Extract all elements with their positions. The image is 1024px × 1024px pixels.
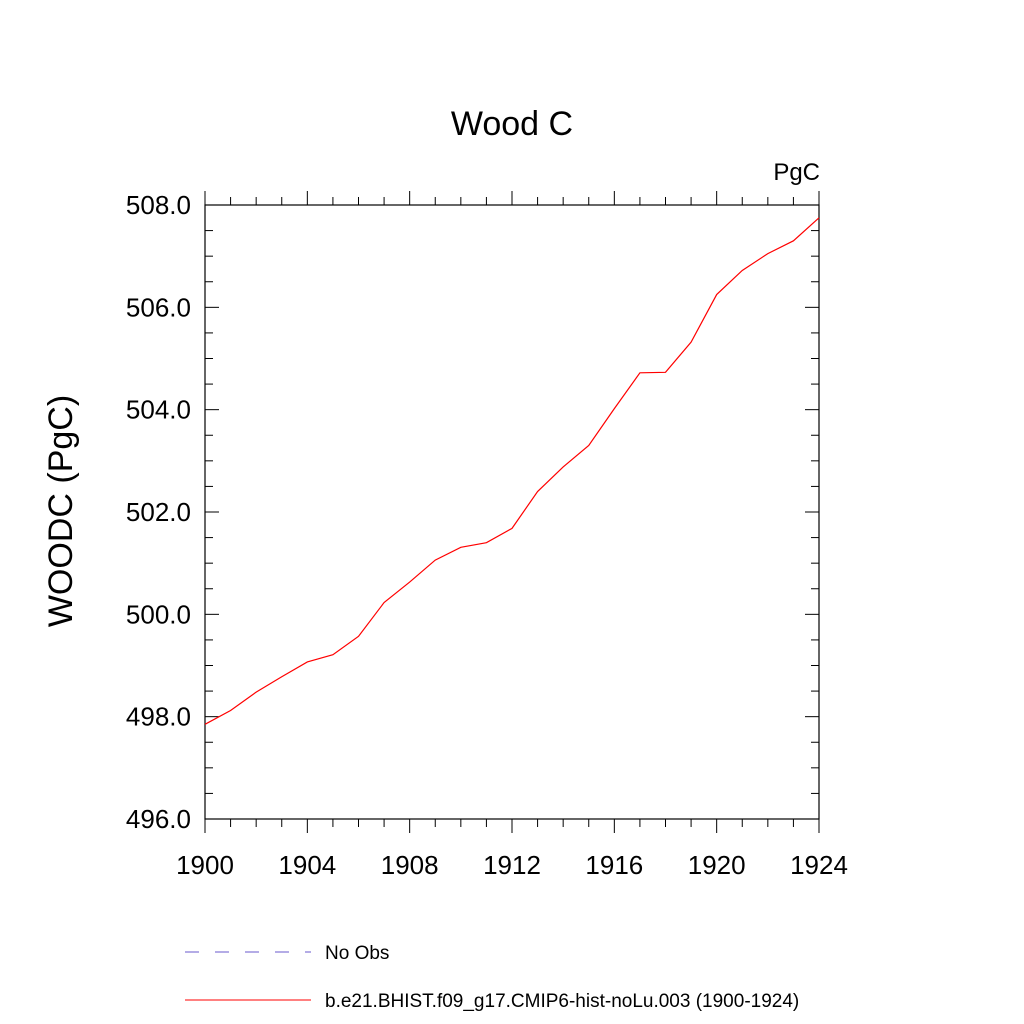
x-tick-label: 1912 xyxy=(483,850,541,880)
series-line xyxy=(204,217,820,725)
x-tick-label: 1924 xyxy=(790,850,848,880)
x-tick-label: 1904 xyxy=(278,850,336,880)
y-tick-label: 502.0 xyxy=(126,497,191,527)
units-label: PgC xyxy=(773,159,820,186)
y-tick-label: 498.0 xyxy=(126,702,191,732)
chart-title: Wood C xyxy=(451,105,573,143)
axis-ticks xyxy=(204,191,820,833)
y-tick-label: 504.0 xyxy=(126,395,191,425)
legend-label: No Obs xyxy=(325,943,389,964)
legend-label: b.e21.BHIST.f09_g17.CMIP6-hist-noLu.003 … xyxy=(325,991,799,1012)
x-tick-label: 1908 xyxy=(381,850,439,880)
axis-tick-labels: 1900 1904 1908 1912 1916 1920 1924 496.0 498.0 50… xyxy=(126,190,848,880)
plot-frame xyxy=(204,204,820,820)
x-tick-label: 1900 xyxy=(176,850,234,880)
series-group xyxy=(204,217,820,725)
x-tick-label: 1916 xyxy=(585,850,643,880)
y-axis-label: WOODC (PgC) xyxy=(42,395,80,627)
y-tick-label: 506.0 xyxy=(126,292,191,322)
x-tick-label: 1920 xyxy=(688,850,746,880)
y-tick-label: 500.0 xyxy=(126,599,191,629)
legend: No Obs b.e21.BHIST.f09_g17.CMIP6-hist-noL… xyxy=(185,943,799,1012)
y-tick-label: 508.0 xyxy=(126,190,191,220)
y-tick-label: 496.0 xyxy=(126,804,191,834)
